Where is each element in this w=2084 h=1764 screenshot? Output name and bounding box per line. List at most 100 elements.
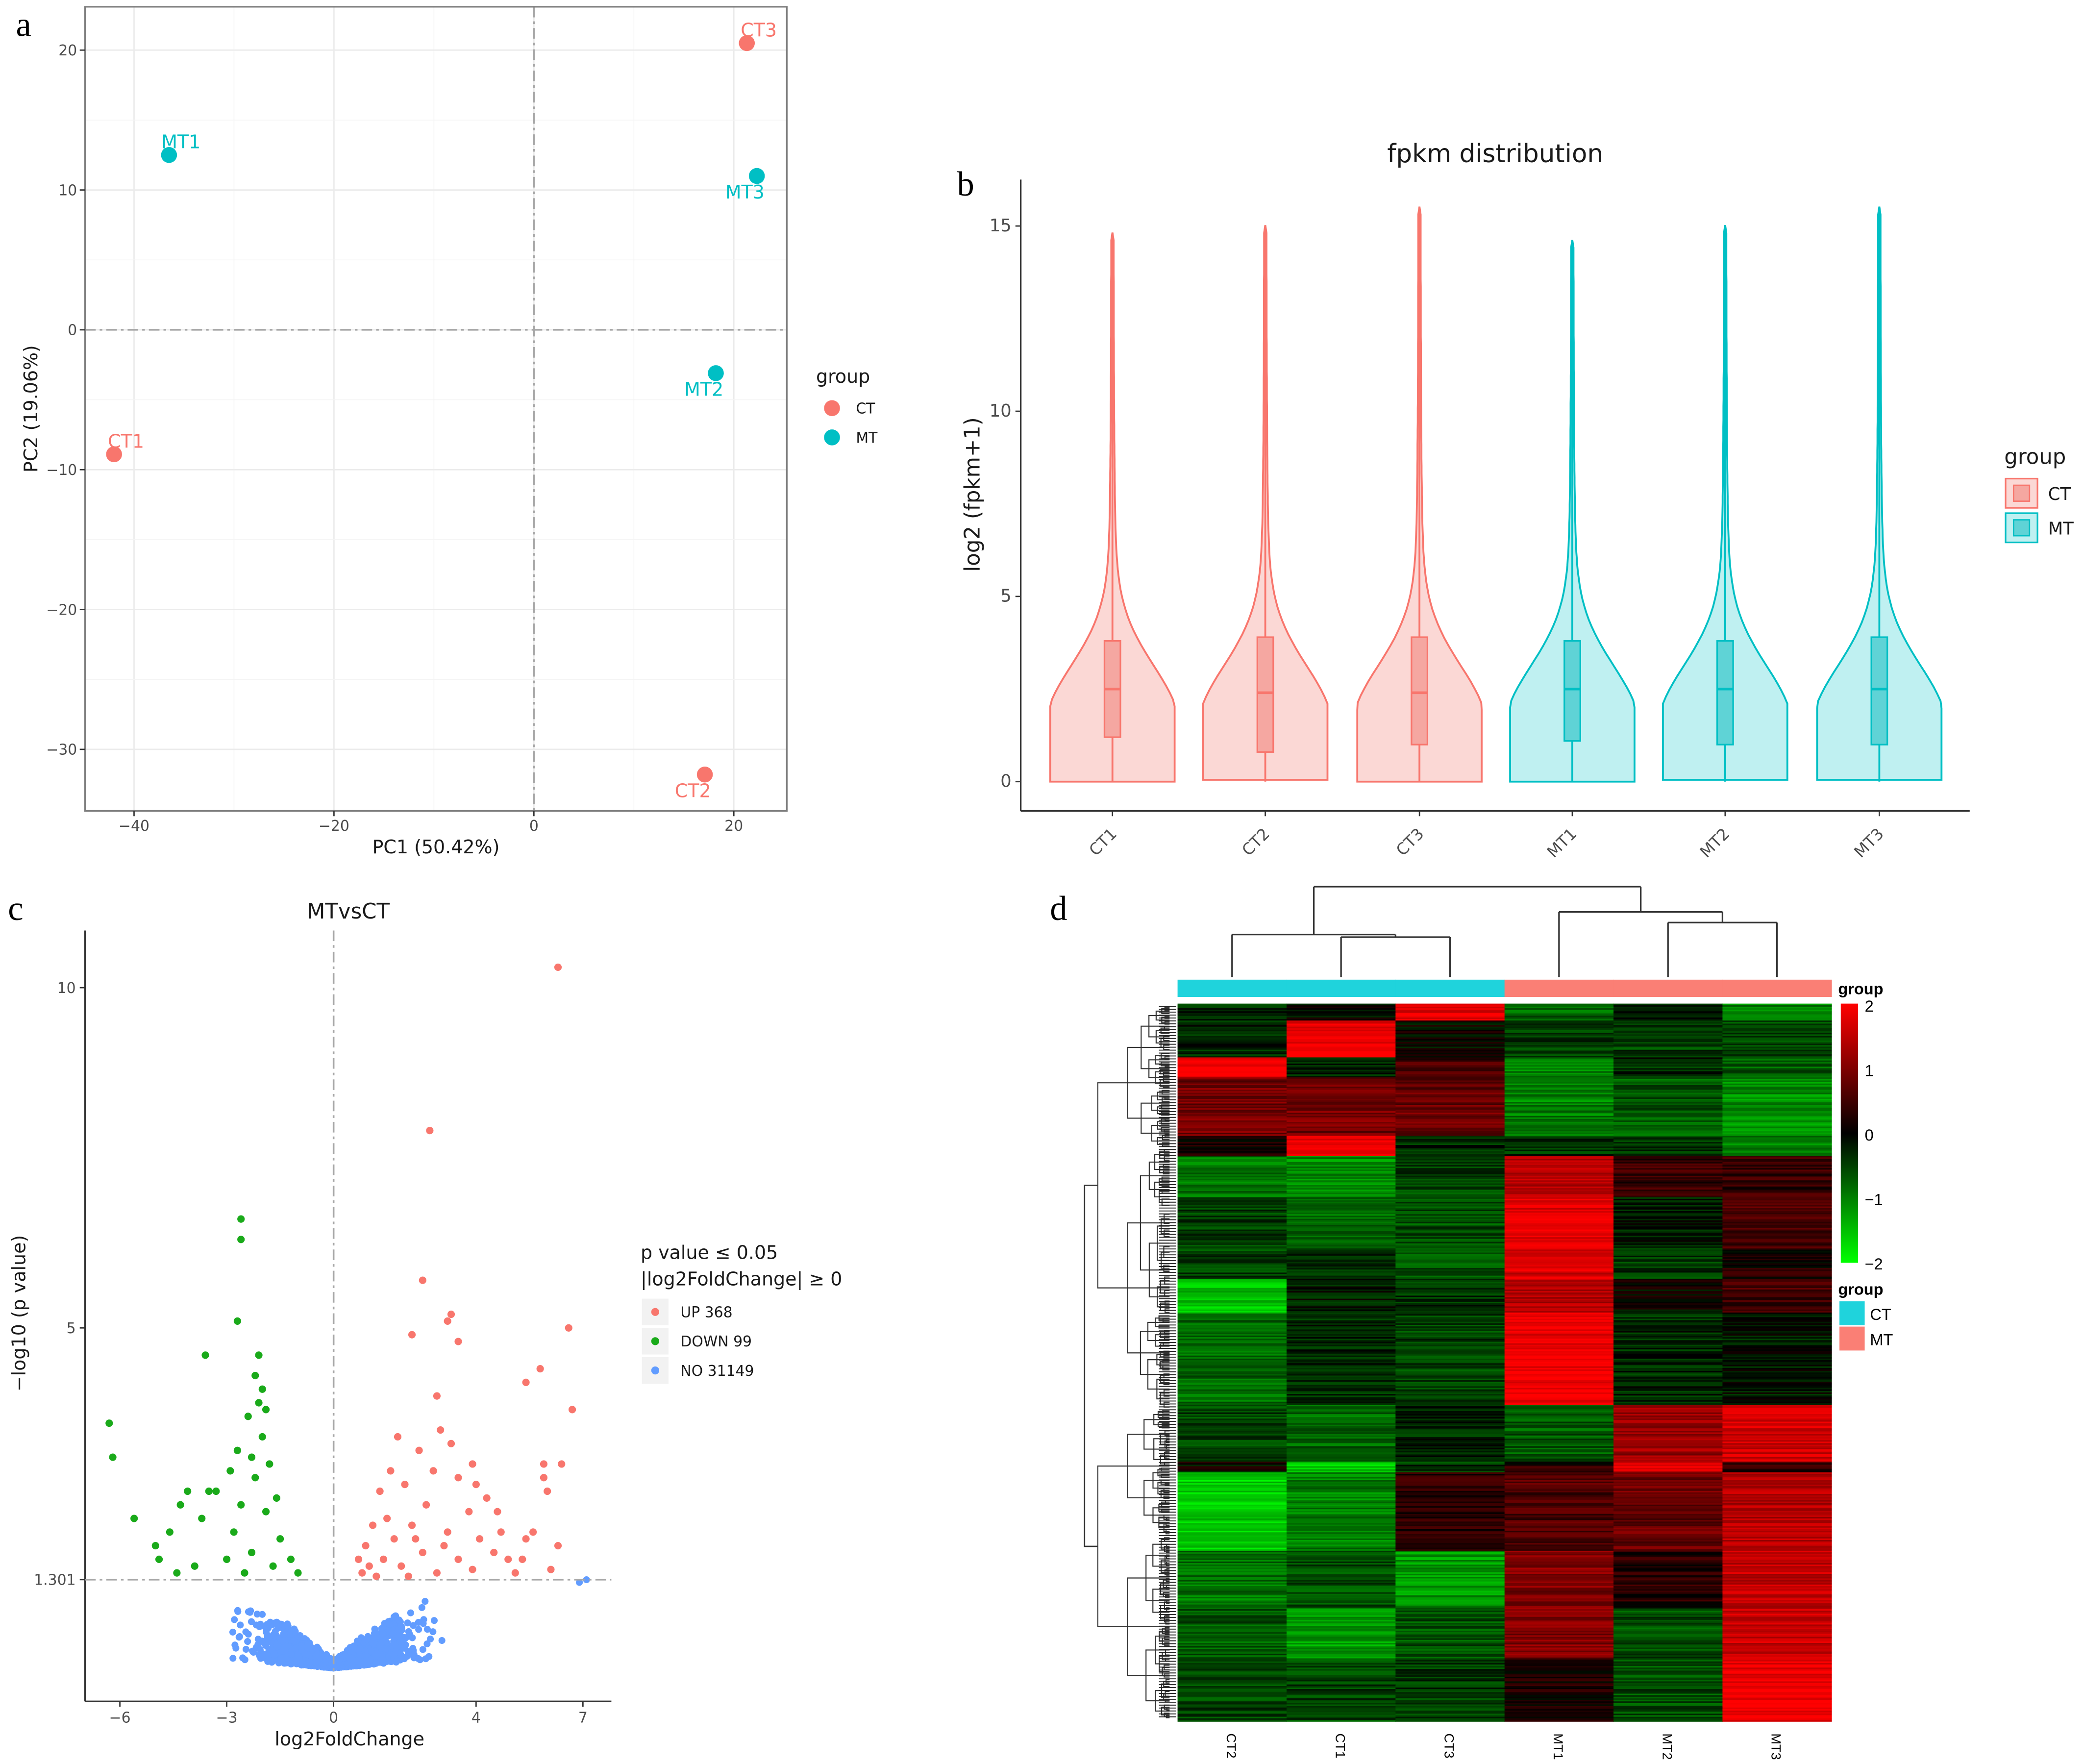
heatmap-cell <box>1395 1122 1505 1124</box>
point-no <box>285 1631 293 1638</box>
heatmap-cell <box>1722 1544 1832 1547</box>
heatmap-cell <box>1613 1028 1723 1030</box>
heatmap-cell <box>1286 1195 1396 1198</box>
heatmap-cell <box>1722 1328 1832 1330</box>
heatmap-cell <box>1286 1309 1396 1312</box>
heatmap-cell <box>1395 1618 1505 1620</box>
point-no <box>242 1645 250 1653</box>
heatmap-cell <box>1395 1165 1505 1167</box>
heatmap-cell <box>1286 1673 1396 1676</box>
heatmap-cell <box>1177 1540 1287 1542</box>
heatmap-cell <box>1722 1211 1832 1213</box>
heatmap-cell <box>1504 1485 1614 1487</box>
heatmap-cell <box>1395 1278 1505 1281</box>
heatmap-cell <box>1395 1106 1505 1109</box>
heatmap-cell <box>1286 1541 1396 1544</box>
legend-label: NO 31149 <box>680 1363 754 1380</box>
heatmap-cell <box>1722 1443 1832 1445</box>
point-up <box>397 1562 405 1570</box>
heatmap-cell <box>1504 1555 1614 1558</box>
heatmap-cell <box>1504 1447 1614 1450</box>
heatmap-cell <box>1722 1452 1832 1455</box>
heatmap-cell <box>1613 1561 1723 1564</box>
heatmap-cell <box>1395 1203 1505 1206</box>
heatmap-cell <box>1722 1397 1832 1399</box>
heatmap-cell <box>1504 1541 1614 1544</box>
heatmap-cell <box>1395 1062 1505 1064</box>
heatmap-cell <box>1722 1424 1832 1427</box>
point-no <box>301 1650 309 1658</box>
heatmap-cell <box>1286 1417 1396 1419</box>
heatmap-cell <box>1504 1606 1614 1608</box>
heatmap-cell <box>1504 1696 1614 1699</box>
heatmap-cell <box>1613 1614 1723 1616</box>
heatmap-cell <box>1613 1242 1723 1244</box>
heatmap-cell <box>1722 1225 1832 1227</box>
heatmap-cell <box>1286 1598 1396 1601</box>
heatmap-cell <box>1613 1123 1723 1126</box>
heatmap-cell <box>1613 1431 1723 1433</box>
heatmap-cell <box>1177 1377 1287 1379</box>
heatmap-cell <box>1286 1331 1396 1333</box>
heatmap-cell <box>1613 1008 1723 1010</box>
heatmap-cell <box>1613 1339 1723 1341</box>
heatmap-cell <box>1395 1218 1505 1221</box>
heatmap-cell <box>1395 1157 1505 1160</box>
heatmap-cell <box>1286 1675 1396 1677</box>
point-down <box>262 1406 270 1414</box>
heatmap-cell <box>1177 1179 1287 1181</box>
legend-key <box>651 1308 660 1316</box>
point-no <box>254 1636 262 1643</box>
heatmap-cell <box>1722 1168 1832 1170</box>
heatmap-cell <box>1504 1100 1614 1103</box>
heatmap-cell <box>1286 1022 1396 1024</box>
heatmap-cell <box>1286 1063 1396 1066</box>
point-down <box>166 1528 174 1536</box>
heatmap-cell <box>1613 1366 1723 1368</box>
point-down <box>201 1351 209 1359</box>
heatmap-cell <box>1613 1254 1723 1256</box>
heatmap-cell <box>1613 1168 1723 1170</box>
heatmap-cell <box>1395 1246 1505 1249</box>
heatmap-cell <box>1722 1606 1832 1608</box>
heatmap-cell <box>1504 1083 1614 1086</box>
heatmap-cell <box>1613 1474 1723 1476</box>
heatmap-cell <box>1722 1283 1832 1286</box>
heatmap-cell <box>1722 1005 1832 1007</box>
heatmap-cell <box>1395 1120 1505 1122</box>
heatmap-cell <box>1286 1049 1396 1052</box>
heatmap-cell <box>1286 1246 1396 1249</box>
heatmap-cell <box>1395 1626 1505 1628</box>
heatmap-cell <box>1613 1206 1723 1209</box>
heatmap-cell <box>1613 1355 1723 1358</box>
point-no <box>382 1645 389 1653</box>
heatmap-cell <box>1613 1033 1723 1035</box>
heatmap-cell <box>1286 1028 1396 1030</box>
heatmap-cell <box>1504 1125 1614 1127</box>
heatmap-cell <box>1722 1392 1832 1394</box>
heatmap-cell <box>1613 1029 1723 1032</box>
point-no <box>356 1645 364 1652</box>
heatmap-cell <box>1722 1401 1832 1404</box>
heatmap-cell <box>1395 1527 1505 1530</box>
heatmap-cell <box>1722 1008 1832 1010</box>
heatmap-cell <box>1504 1355 1614 1358</box>
heatmap-cell <box>1395 1346 1505 1348</box>
heatmap-cell <box>1395 1573 1505 1576</box>
heatmap-cell <box>1613 1655 1723 1658</box>
heatmap-cell <box>1722 1593 1832 1596</box>
heatmap-cell <box>1395 1541 1505 1544</box>
heatmap-cell <box>1613 1417 1723 1419</box>
heatmap-cell <box>1722 1017 1832 1019</box>
point-down <box>269 1562 277 1570</box>
heatmap-cell <box>1613 1083 1723 1086</box>
heatmap-cell <box>1177 1191 1287 1193</box>
legend-key-CT <box>824 400 840 417</box>
heatmap-cell <box>1504 1120 1614 1122</box>
heatmap-cell <box>1722 1509 1832 1512</box>
heatmap-cell <box>1286 1065 1396 1067</box>
heatmap-cell <box>1395 1277 1505 1279</box>
heatmap-cell <box>1177 1580 1287 1582</box>
heatmap-cell <box>1613 1223 1723 1225</box>
heatmap-cell <box>1286 1118 1396 1121</box>
